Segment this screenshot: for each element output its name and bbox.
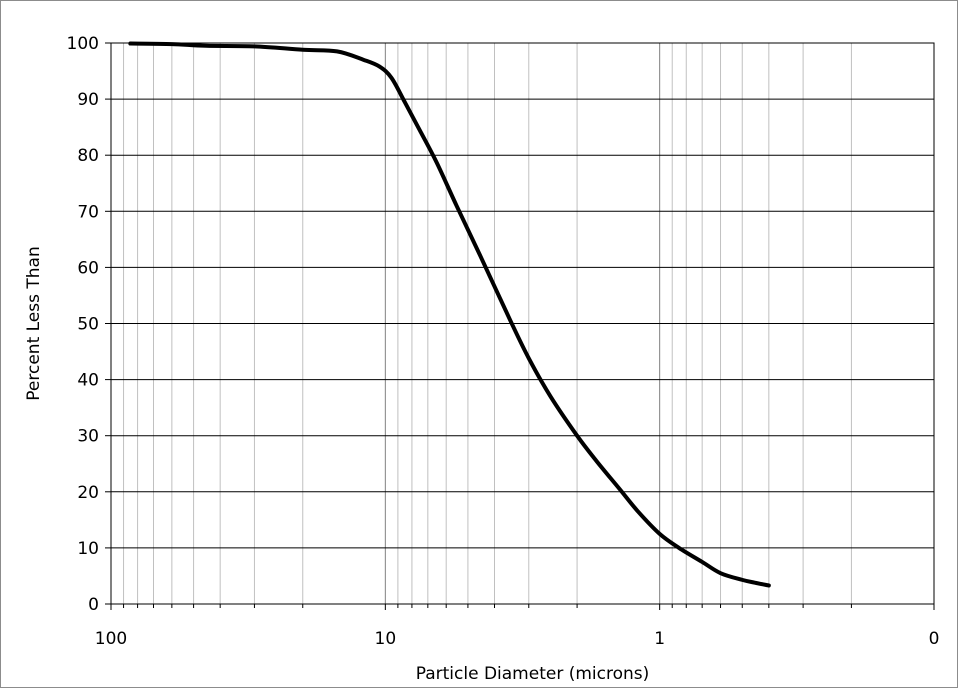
x-tick-label: 100: [95, 629, 127, 649]
y-axis-title: Percent Less Than: [24, 246, 44, 400]
x-tick-label: 1: [654, 629, 665, 649]
y-tick-label: 90: [77, 90, 99, 110]
y-tick-label: 0: [88, 595, 99, 615]
y-tick-label: 80: [77, 146, 99, 166]
y-tick-label: 70: [77, 202, 99, 222]
grid-lines: [111, 43, 934, 604]
y-tick-label: 40: [77, 371, 99, 391]
x-axis-title: Particle Diameter (microns): [416, 664, 650, 684]
y-tick-label: 20: [77, 483, 99, 503]
y-tick-label: 60: [77, 258, 99, 278]
axes: [105, 42, 935, 610]
y-tick-label: 30: [77, 427, 99, 447]
y-tick-label: 10: [77, 539, 99, 559]
x-tick-label: 0: [929, 629, 940, 649]
y-tick-label: 100: [67, 34, 99, 54]
x-tick-label: 10: [375, 629, 397, 649]
series-line: [128, 41, 771, 588]
y-tick-label: 50: [77, 315, 99, 335]
series-layer: [128, 41, 771, 588]
